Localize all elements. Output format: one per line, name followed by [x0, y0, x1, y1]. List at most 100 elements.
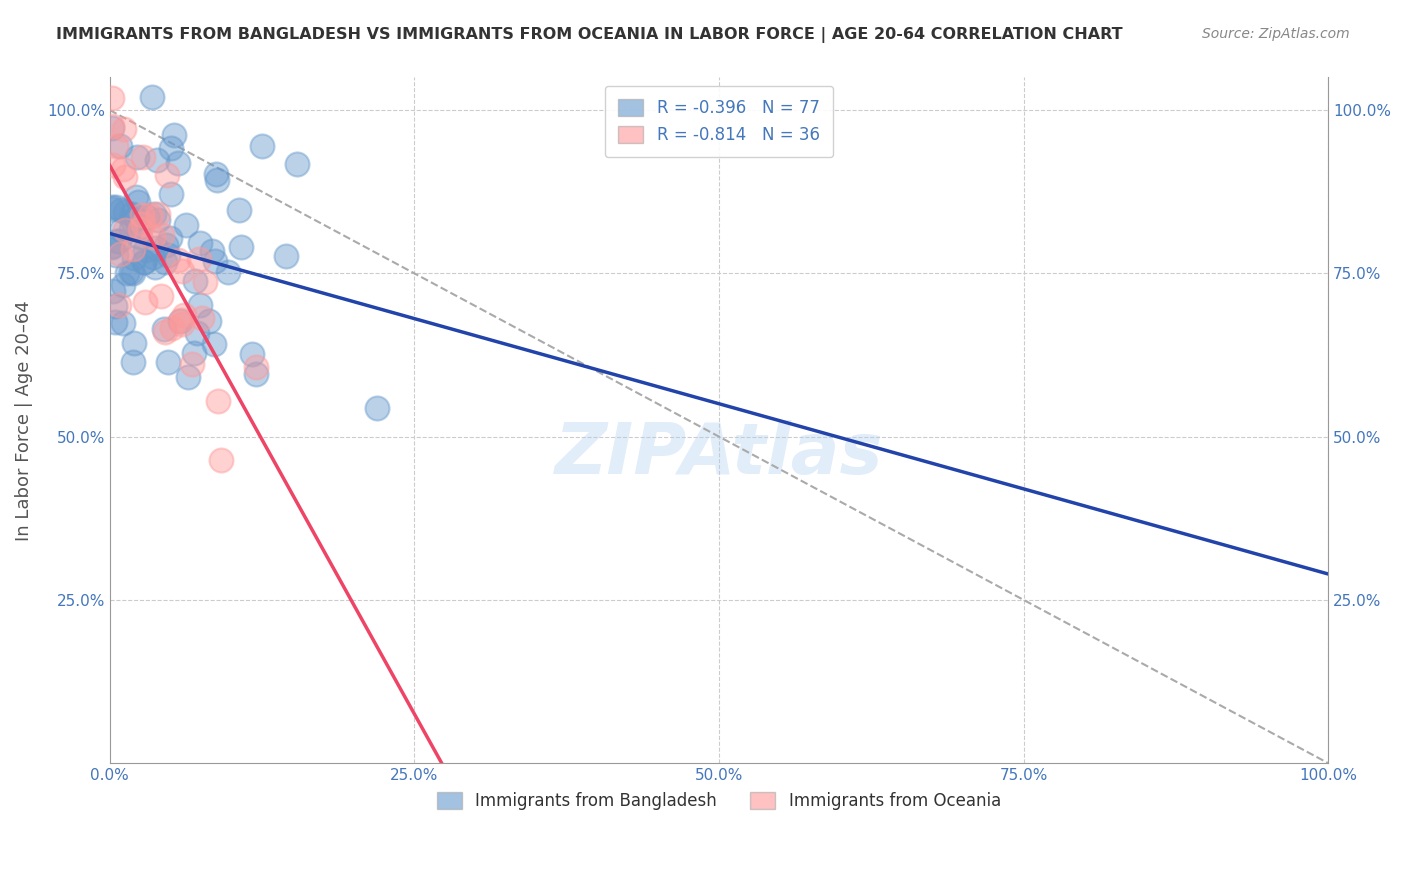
Point — [188, 297, 211, 311]
Point — [148, 206, 170, 220]
Point — [110, 247, 132, 261]
Point — [176, 370, 198, 384]
Point — [201, 244, 224, 259]
Text: ZIPAtlas: ZIPAtlas — [555, 420, 883, 489]
Point — [104, 139, 127, 153]
Point — [202, 337, 225, 351]
Point — [274, 249, 297, 263]
Point — [101, 121, 124, 136]
Point — [134, 295, 156, 310]
Point — [204, 254, 226, 268]
Y-axis label: In Labor Force | Age 20–64: In Labor Force | Age 20–64 — [15, 300, 32, 541]
Point — [101, 285, 124, 299]
Point — [155, 238, 177, 252]
Point — [121, 206, 143, 220]
Point — [191, 310, 214, 325]
Point — [141, 90, 163, 104]
Point — [108, 298, 131, 312]
Point — [146, 153, 169, 168]
Point — [160, 321, 183, 335]
Point — [139, 208, 162, 222]
Point — [166, 253, 188, 268]
Point — [112, 161, 135, 176]
Point — [117, 266, 139, 280]
Point — [110, 222, 132, 236]
Point — [131, 208, 153, 222]
Point — [187, 252, 209, 266]
Point — [135, 210, 157, 224]
Point — [205, 167, 228, 181]
Point — [245, 360, 267, 375]
Point — [129, 230, 152, 244]
Point — [145, 240, 167, 254]
Point — [114, 170, 136, 185]
Point — [108, 235, 131, 249]
Point — [188, 236, 211, 251]
Point — [127, 194, 149, 209]
Point — [101, 120, 124, 134]
Point — [112, 121, 135, 136]
Point — [209, 453, 232, 467]
Point — [240, 347, 263, 361]
Point — [112, 278, 135, 293]
Point — [120, 222, 142, 236]
Point — [146, 212, 169, 227]
Point — [124, 211, 146, 226]
Point — [228, 203, 250, 218]
Point — [160, 141, 183, 155]
Point — [122, 242, 145, 256]
Point — [125, 150, 148, 164]
Point — [134, 255, 156, 269]
Point — [194, 275, 217, 289]
Point — [150, 228, 173, 243]
Point — [186, 326, 208, 341]
Point — [128, 220, 150, 235]
Point — [142, 251, 165, 265]
Point — [184, 274, 207, 288]
Point — [207, 394, 229, 409]
Point — [173, 308, 195, 322]
Point — [105, 235, 128, 249]
Point — [132, 150, 155, 164]
Point — [229, 239, 252, 253]
Point — [183, 346, 205, 360]
Point — [181, 357, 204, 371]
Point — [172, 317, 194, 331]
Point — [245, 367, 267, 381]
Point — [157, 355, 180, 369]
Point — [170, 264, 193, 278]
Text: IMMIGRANTS FROM BANGLADESH VS IMMIGRANTS FROM OCEANIA IN LABOR FORCE | AGE 20-64: IMMIGRANTS FROM BANGLADESH VS IMMIGRANTS… — [56, 27, 1123, 43]
Point — [156, 248, 179, 262]
Point — [142, 207, 165, 221]
Text: Source: ZipAtlas.com: Source: ZipAtlas.com — [1202, 27, 1350, 41]
Point — [134, 243, 156, 257]
Point — [122, 336, 145, 351]
Point — [122, 251, 145, 265]
Point — [153, 326, 176, 340]
Point — [366, 401, 388, 416]
Point — [104, 315, 127, 329]
Point — [120, 265, 142, 279]
Point — [167, 156, 190, 170]
Point — [110, 203, 132, 218]
Point — [285, 156, 308, 170]
Point — [128, 222, 150, 236]
Point — [143, 260, 166, 274]
Point — [101, 202, 124, 216]
Point — [104, 247, 127, 261]
Point — [153, 322, 176, 336]
Point — [114, 205, 136, 219]
Point — [170, 312, 193, 326]
Point — [160, 187, 183, 202]
Point — [153, 255, 176, 269]
Point — [101, 239, 124, 253]
Point — [142, 230, 165, 244]
Point — [101, 91, 124, 105]
Point — [101, 200, 124, 214]
Point — [205, 173, 228, 187]
Point — [125, 190, 148, 204]
Point — [101, 158, 124, 172]
Point — [112, 317, 135, 331]
Point — [163, 128, 186, 142]
Point — [104, 200, 127, 214]
